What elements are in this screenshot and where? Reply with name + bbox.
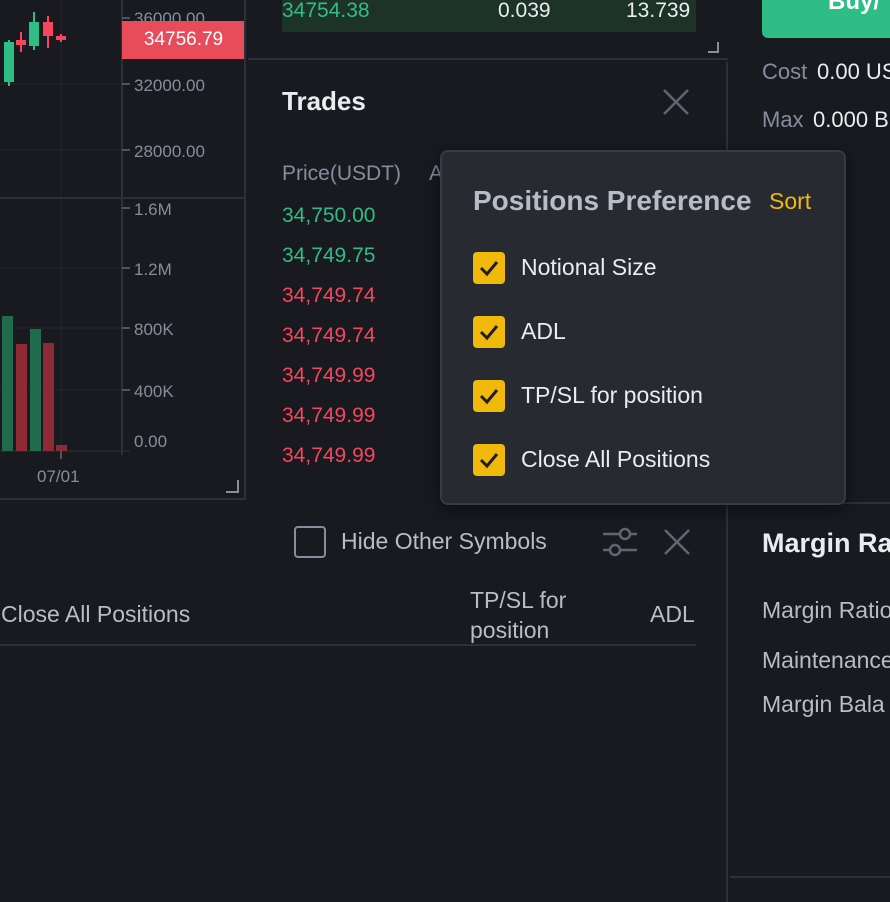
trade-price: 34,749.99 (282, 404, 376, 427)
pref-notional-size[interactable]: Notional Size (473, 252, 813, 286)
order-book-total: 13.739 (626, 0, 691, 22)
preferences-sliders-icon[interactable] (601, 524, 639, 560)
trade-price: 34,749.75 (282, 244, 376, 267)
price-axis-label: 28000.00 (134, 142, 205, 161)
trades-amount-header: A (429, 162, 444, 185)
pref-adl[interactable]: ADL (473, 316, 813, 350)
trade-price: 34,749.74 (282, 324, 376, 347)
trade-price: 34,749.99 (282, 364, 376, 387)
margin-title: Margin Ra (762, 528, 890, 558)
divider (730, 876, 890, 878)
order-book-row[interactable]: 34754.38 0.039 13.739 (282, 0, 696, 32)
max-value: 0.000 B (813, 107, 889, 132)
resize-handle-icon (226, 480, 239, 493)
maintenance-margin-label: Maintenance (762, 647, 890, 673)
volume-axis-label: 1.6M (134, 200, 172, 219)
check-icon (479, 325, 499, 341)
volume-axis-label: 800K (134, 320, 174, 339)
trades-title: Trades (282, 86, 366, 116)
cost-value: 0.00 US (817, 59, 890, 84)
last-price-tag: 34756.79 (122, 21, 244, 59)
candlestick-series (4, 12, 66, 86)
pref-close-all-positions[interactable]: Close All Positions (473, 444, 813, 478)
check-icon (479, 261, 499, 277)
popup-title: Positions Preference (473, 185, 752, 216)
volume-axis-label: 1.2M (134, 260, 172, 279)
column-header-adl: ADL (650, 601, 695, 627)
trade-price: 34,749.74 (282, 284, 376, 307)
buy-button[interactable]: Buy/ (762, 0, 890, 38)
cost-label: Cost (762, 59, 808, 84)
margin-balance-label: Margin Bala (762, 691, 885, 717)
margin-ratio-label: Margin Ratio (762, 597, 890, 623)
check-icon (479, 453, 499, 469)
time-axis-label: 07/01 (37, 467, 80, 486)
positions-preference-popup: Positions Preference Sort Notional Size … (440, 150, 846, 505)
checkbox-checked[interactable] (473, 252, 505, 284)
kline-chart: 36000.00 32000.00 28000.00 1.6M 1.2M 800… (0, 0, 244, 493)
checkbox-checked[interactable] (473, 316, 505, 348)
margin-ratio-panel: Margin Ra Margin Ratio Maintenance Margi… (730, 502, 890, 902)
trades-price-header: Price(USDT) (282, 162, 401, 185)
order-book-amount: 0.039 (498, 0, 551, 22)
column-header-tpsl-line1: TP/SL for (470, 587, 567, 613)
volume-axis-label: 400K (134, 382, 174, 401)
pref-label: TP/SL for position (521, 382, 703, 408)
checkbox-checked[interactable] (473, 380, 505, 412)
trade-price: 34,749.99 (282, 444, 376, 467)
pref-label: Notional Size (521, 254, 657, 280)
price-axis-label: 32000.00 (134, 76, 205, 95)
order-book-price: 34754.38 (282, 0, 370, 22)
sort-link[interactable]: Sort (769, 188, 812, 214)
check-icon (479, 389, 499, 405)
header-divider (0, 644, 696, 646)
pref-tpsl-for-position[interactable]: TP/SL for position (473, 380, 813, 414)
pref-label: Close All Positions (521, 446, 711, 472)
kline-chart-panel[interactable]: 36000.00 32000.00 28000.00 1.6M 1.2M 800… (0, 0, 246, 500)
pref-label: ADL (521, 318, 566, 344)
trade-price: 34,750.00 (282, 204, 376, 227)
hide-other-symbols-checkbox[interactable] (294, 526, 326, 558)
hide-other-symbols-label[interactable]: Hide Other Symbols (341, 528, 547, 554)
resize-handle-icon[interactable] (706, 40, 722, 56)
checkbox-checked[interactable] (473, 444, 505, 476)
volume-axis-label: 0.00 (134, 432, 167, 451)
volume-series (2, 316, 67, 451)
column-header-tpsl-line2: position (470, 617, 550, 643)
max-label: Max (762, 107, 804, 132)
positions-panel: Hide Other Symbols Close All Positions T… (0, 502, 728, 902)
close-icon[interactable] (661, 526, 693, 558)
close-icon[interactable] (660, 86, 692, 118)
column-header-close-all: Close All Positions (1, 601, 191, 627)
